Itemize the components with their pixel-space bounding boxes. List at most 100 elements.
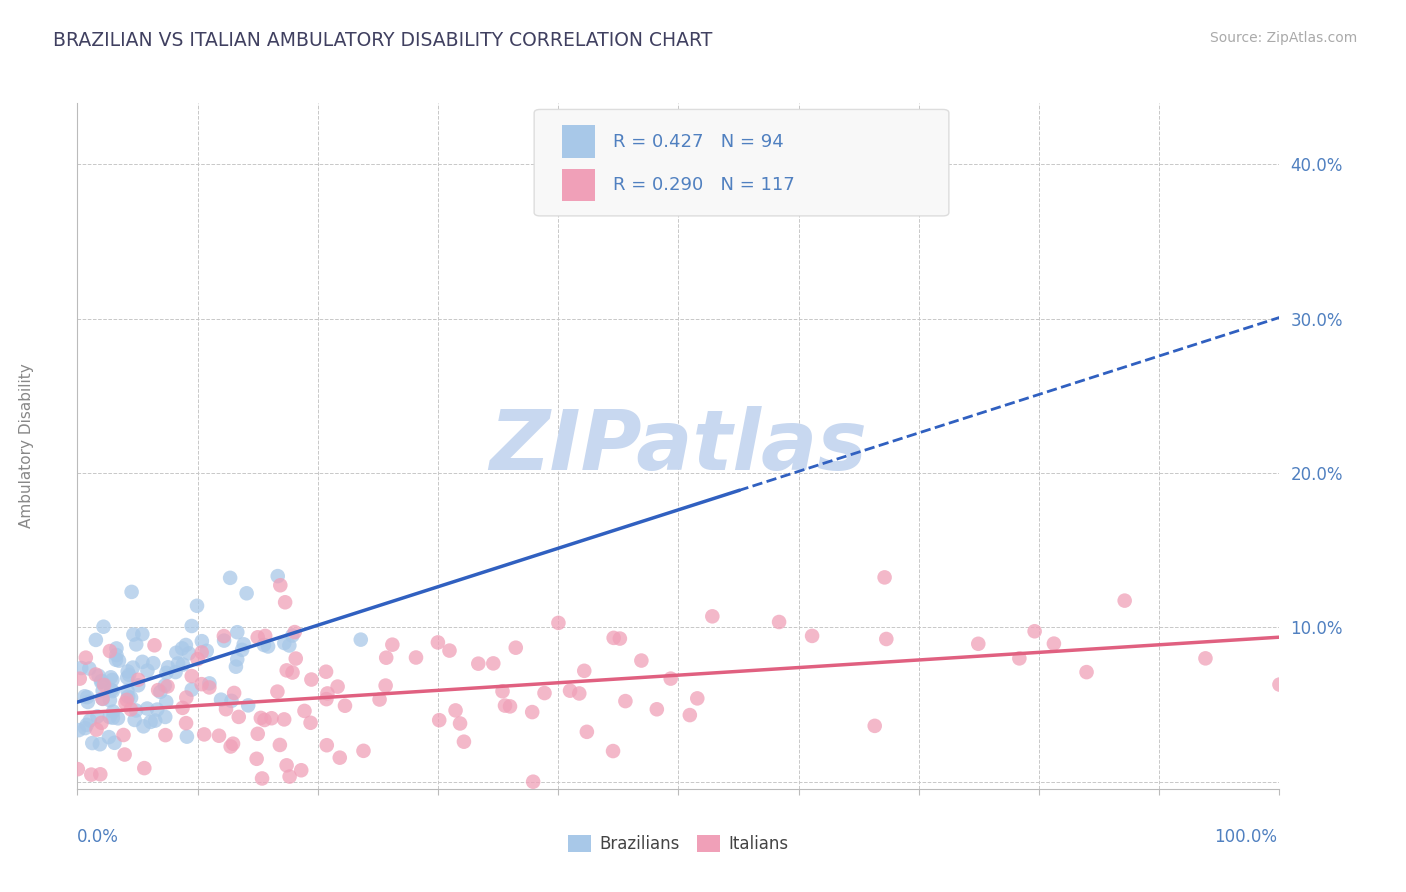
Point — [76, 690, 98, 705]
Point — [278, 639, 301, 653]
Point — [127, 678, 149, 692]
Point — [86, 723, 108, 737]
Point — [522, 705, 544, 719]
Point — [131, 627, 153, 641]
Point — [873, 570, 896, 584]
Point — [69, 672, 91, 686]
Point — [101, 684, 124, 698]
Point — [274, 595, 297, 609]
Point — [246, 727, 269, 741]
Point — [105, 641, 128, 656]
Point — [172, 701, 194, 715]
Point — [250, 772, 273, 786]
Point — [768, 615, 790, 629]
Point — [276, 664, 298, 678]
Point — [75, 650, 97, 665]
Point — [284, 625, 307, 640]
Point — [172, 657, 194, 672]
Point — [426, 635, 449, 649]
Point — [80, 767, 103, 781]
Point — [278, 770, 301, 784]
Point — [122, 627, 145, 641]
Point — [115, 671, 138, 685]
Point — [453, 735, 475, 749]
Point — [79, 661, 101, 675]
Point — [353, 744, 375, 758]
Point — [212, 633, 235, 648]
Point — [1008, 651, 1031, 665]
Point — [219, 571, 242, 585]
Point — [127, 673, 149, 687]
Point — [120, 690, 142, 705]
Point — [103, 736, 125, 750]
Point — [315, 738, 337, 752]
Point — [226, 625, 249, 640]
Point — [439, 643, 461, 657]
Point — [315, 665, 337, 679]
Point — [174, 716, 197, 731]
Point — [221, 694, 243, 708]
Point — [146, 683, 169, 698]
Point — [609, 632, 631, 646]
Point — [167, 657, 190, 671]
Point — [79, 714, 101, 728]
Point — [299, 715, 322, 730]
Point — [284, 651, 307, 665]
Point — [209, 692, 232, 706]
Point — [176, 690, 198, 705]
Point — [575, 724, 598, 739]
Point — [172, 641, 194, 656]
Point — [98, 710, 121, 724]
Text: R = 0.290   N = 117: R = 0.290 N = 117 — [613, 176, 796, 194]
Point — [266, 684, 288, 698]
Point — [91, 691, 114, 706]
Point — [146, 702, 169, 716]
Point — [801, 629, 824, 643]
Point — [165, 646, 187, 660]
Point — [522, 774, 544, 789]
Point — [125, 637, 148, 651]
Point — [482, 657, 505, 671]
Point — [131, 655, 153, 669]
Point — [91, 683, 114, 698]
Point — [1114, 593, 1136, 607]
Point — [602, 631, 624, 645]
Point — [73, 690, 96, 704]
Point — [87, 669, 110, 683]
Point — [547, 615, 569, 630]
Point — [686, 691, 709, 706]
Point — [108, 654, 131, 668]
Point — [139, 714, 162, 729]
Point — [499, 699, 522, 714]
Point — [104, 653, 127, 667]
Point — [112, 728, 135, 742]
Point — [155, 728, 177, 742]
Text: 100.0%: 100.0% — [1213, 828, 1277, 846]
Point — [180, 682, 202, 697]
Point — [142, 656, 165, 670]
Point — [1043, 637, 1066, 651]
Point — [90, 673, 112, 688]
Point — [602, 744, 624, 758]
Point — [299, 673, 322, 687]
Point — [180, 669, 202, 683]
Point — [246, 752, 269, 766]
Point — [281, 665, 304, 680]
Point — [967, 637, 990, 651]
Point — [491, 684, 513, 698]
Point — [1194, 651, 1216, 665]
FancyBboxPatch shape — [562, 169, 596, 202]
FancyBboxPatch shape — [534, 110, 949, 216]
Point — [136, 701, 159, 715]
Point — [257, 640, 280, 654]
Point — [156, 680, 179, 694]
Point — [157, 660, 180, 674]
Point — [215, 702, 238, 716]
Point — [149, 685, 172, 699]
Point — [333, 698, 356, 713]
Point — [568, 686, 591, 700]
Point — [1076, 665, 1098, 680]
Point — [124, 713, 146, 727]
Point — [143, 638, 166, 652]
Point — [176, 730, 198, 744]
